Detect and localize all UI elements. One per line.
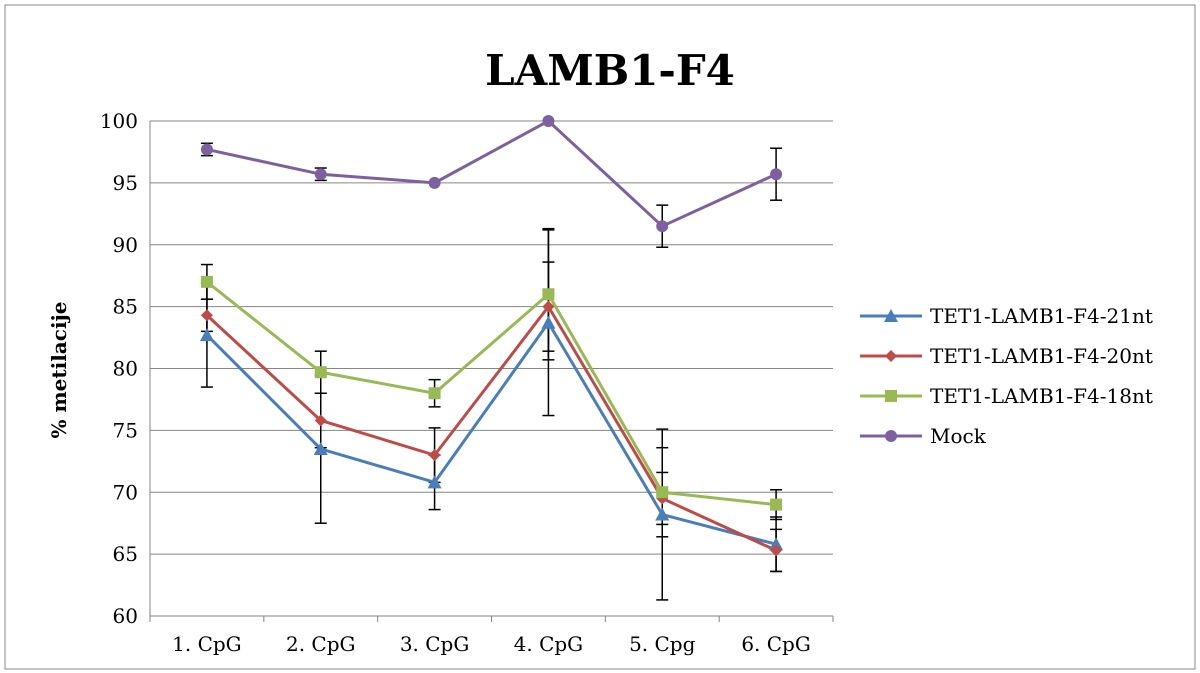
data-point (542, 115, 555, 127)
x-tick-label: 4. CpG (514, 632, 584, 656)
data-point (314, 168, 327, 181)
data-point (200, 143, 213, 156)
y-tick-label: 80 (113, 357, 138, 381)
data-point (656, 486, 669, 499)
chart-frame (4, 4, 1196, 670)
data-point (428, 387, 441, 400)
axes (149, 121, 834, 622)
data-point (541, 315, 556, 329)
series-markers (199, 115, 784, 557)
data-point (542, 288, 555, 301)
data-point (313, 441, 328, 455)
legend-label: Mock (930, 424, 987, 448)
data-point (770, 498, 783, 511)
data-point (428, 176, 441, 189)
y-tick-label: 70 (113, 480, 138, 504)
chart-title: LAMB1-F4 (485, 46, 735, 95)
data-point (770, 168, 783, 181)
series-line-1 (205, 305, 777, 552)
y-tick-label: 75 (113, 418, 138, 442)
legend-marker (885, 430, 897, 442)
legend-marker (885, 390, 897, 402)
x-tick-label: 5. Cpg (629, 632, 696, 656)
data-point (200, 309, 213, 322)
y-tick-labels: 60 65 70 75 80 85 90 95 100 (100, 109, 138, 628)
legend-marker (885, 350, 897, 362)
y-tick-label: 100 (100, 109, 138, 133)
data-point (199, 328, 214, 342)
y-tick-label: 95 (113, 171, 138, 195)
data-point (314, 366, 327, 379)
legend: TET1-LAMB1-F4-21nt TET1-LAMB1-F4-20nt TET1… (860, 304, 1153, 448)
x-tick-label: 2. CpG (286, 632, 356, 656)
legend-label: TET1-LAMB1-F4-18nt (930, 384, 1153, 408)
series-lines (205, 119, 777, 552)
data-point (427, 475, 442, 489)
data-point (200, 275, 213, 288)
data-point (769, 537, 784, 551)
y-axis-label: % metilacije (47, 302, 71, 439)
series-line-0 (205, 321, 777, 546)
x-tick-label: 6. CpG (741, 632, 811, 656)
data-point (314, 414, 327, 427)
y-tick-label: 65 (113, 542, 138, 566)
x-tick-labels: 1. CpG 2. CpG 3. CpG 4. CpG 5. Cpg 6. CpG (172, 632, 811, 656)
x-tick-label: 3. CpG (400, 632, 470, 656)
series-line-3 (206, 119, 777, 228)
y-tick-label: 60 (113, 604, 138, 628)
series-line-2 (205, 280, 777, 507)
legend-marker (884, 309, 898, 322)
x-tick-label: 1. CpG (172, 632, 242, 656)
data-point (542, 300, 555, 313)
legend-label: TET1-LAMB1-F4-21nt (930, 304, 1153, 328)
data-point (656, 220, 669, 233)
data-point (770, 544, 783, 557)
y-tick-label: 85 (113, 295, 138, 319)
y-tick-label: 90 (113, 233, 138, 257)
data-point (655, 507, 670, 521)
legend-label: TET1-LAMB1-F4-20nt (930, 344, 1153, 368)
data-point (428, 449, 441, 462)
